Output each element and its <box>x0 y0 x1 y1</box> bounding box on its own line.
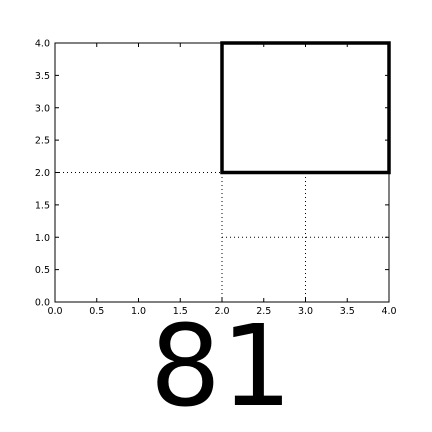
y-tick-label: 2.5 <box>35 136 50 147</box>
x-tick-label: 0.5 <box>89 306 104 317</box>
x-tick-label: 3.0 <box>298 306 313 317</box>
y-axis-ticks: 0.0 0.5 1.0 1.5 2.0 2.5 3.0 3.5 4.0 <box>35 39 389 309</box>
x-tick-label: 2.5 <box>256 306 271 317</box>
x-axis-ticks: 0.0 0.5 1.0 1.5 2.0 2.5 3.0 3.5 4.0 <box>47 43 397 317</box>
y-tick-label: 1.5 <box>35 200 50 211</box>
x-tick-label: 3.5 <box>340 306 355 317</box>
y-tick-label: 2.0 <box>35 168 50 179</box>
x-tick-label: 4.0 <box>381 306 396 317</box>
y-tick-label: 3.5 <box>35 71 50 82</box>
y-tick-label: 0.5 <box>35 265 50 276</box>
figure-number-label: 81 <box>150 302 293 432</box>
y-tick-label: 0.0 <box>35 298 50 309</box>
y-tick-label: 4.0 <box>35 39 50 50</box>
x-tick-label: 2.0 <box>214 306 229 317</box>
x-tick-label: 0.0 <box>47 306 62 317</box>
y-tick-label: 1.0 <box>35 233 50 244</box>
x-tick-label: 1.5 <box>173 306 188 317</box>
dotted-lines-group <box>55 172 389 302</box>
y-tick-label: 3.0 <box>35 103 50 114</box>
x-tick-label: 1.0 <box>131 306 146 317</box>
plot-area: 0.0 0.5 1.0 1.5 2.0 2.5 3.0 3.5 4.0 0.0 0.5 1.0 1.5… <box>35 39 397 318</box>
